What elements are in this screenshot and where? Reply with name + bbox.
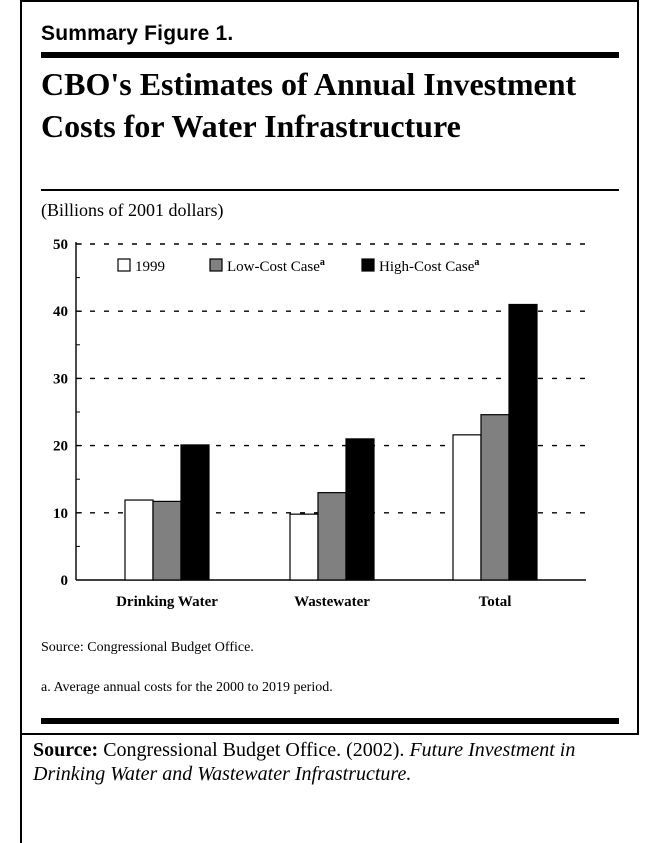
bar-high-cost-case <box>508 303 538 581</box>
x-category-label: Drinking Water <box>116 594 218 610</box>
footnote: a. Average annual costs for the 2000 to … <box>41 680 333 695</box>
figure-frame-right <box>637 0 639 735</box>
bar-low-cost-case <box>317 492 347 581</box>
bar-chart: 0 10 20 30 40 50 Drinking Water Wastewater Total… <box>53 237 586 610</box>
source-note: Source: Congressional Budget Office. <box>41 640 254 655</box>
y-tick-label: 40 <box>53 304 68 320</box>
figure-label: Summary Figure 1. <box>41 22 234 45</box>
units-label: (Billions of 2001 dollars) <box>41 200 224 220</box>
legend-label: High-Cost Casea <box>379 257 479 275</box>
citation-title: Future Investment in Drinking Water and … <box>33 739 576 785</box>
bar-low-cost-case <box>480 414 510 581</box>
y-tick-label: 10 <box>53 506 68 522</box>
bar-1999 <box>452 434 482 581</box>
y-tick-label: 50 <box>53 237 68 253</box>
bar-low-cost-case <box>152 500 182 581</box>
legend-label: 1999 <box>135 259 165 275</box>
x-category-label: Wastewater <box>294 594 370 610</box>
figure-frame-left <box>20 0 22 843</box>
bar-1999 <box>289 513 319 581</box>
bar-high-cost-case <box>345 438 375 581</box>
legend-swatch <box>361 258 375 272</box>
title-rule <box>41 189 619 191</box>
legend-label: Low-Cost Casea <box>227 257 325 275</box>
legend-swatch <box>117 258 131 272</box>
y-tick-label: 20 <box>53 439 68 455</box>
figure-frame-top <box>20 0 639 2</box>
figure-title: CBO's Estimates of Annual Investment Cos… <box>41 66 577 144</box>
bottom-thick-rule <box>41 718 619 724</box>
y-tick-label: 0 <box>61 573 69 589</box>
bar-1999 <box>124 499 154 581</box>
citation-text: Congressional Budget Office. (2002). <box>98 739 410 761</box>
citation-label: Source: <box>33 739 99 761</box>
x-category-label: Total <box>479 594 512 610</box>
bar-high-cost-case <box>180 444 210 581</box>
figure-frame-bottom <box>20 733 639 735</box>
y-tick-label: 30 <box>53 371 68 387</box>
legend-swatch <box>209 258 223 272</box>
top-thick-rule <box>41 52 619 58</box>
citation: Source: Congressional Budget Office. (20… <box>33 738 633 786</box>
